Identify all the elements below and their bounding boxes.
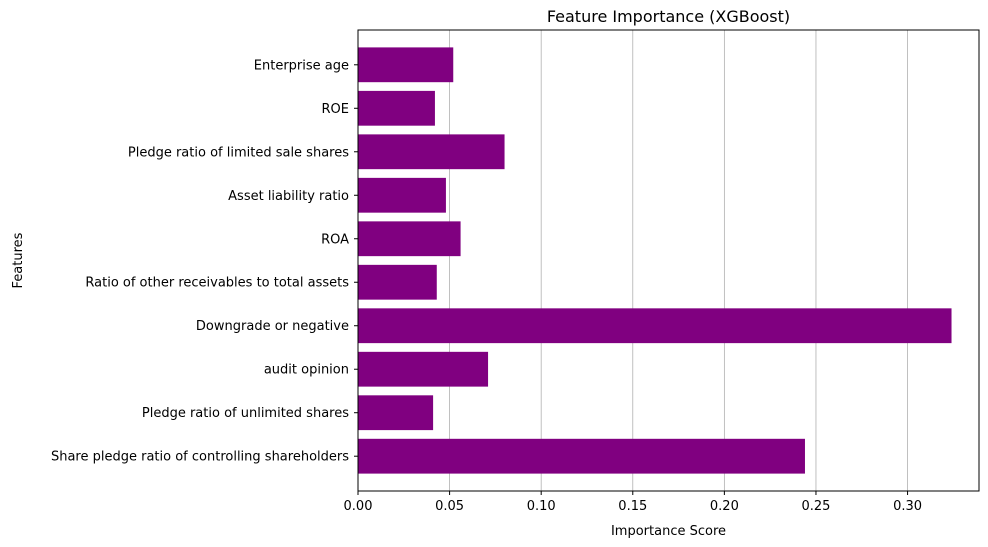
bar (358, 177, 446, 213)
y-category-label: Enterprise age (254, 58, 349, 73)
y-category-label: ROE (322, 102, 349, 117)
y-category-label: Ratio of other receivables to total asse… (85, 276, 349, 291)
x-axis-title: Importance Score (611, 524, 726, 539)
y-axis-title: Features (11, 232, 26, 288)
x-tick-label: 0.00 (344, 499, 373, 514)
y-category-label: ROA (321, 232, 349, 247)
bar (358, 90, 435, 126)
y-category-label: Pledge ratio of unlimited shares (142, 406, 349, 421)
x-tick-label: 0.20 (710, 499, 739, 514)
y-axis-ticks: Share pledge ratio of controlling shareh… (51, 58, 358, 465)
bar (358, 134, 505, 170)
y-category-label: Downgrade or negative (196, 319, 349, 334)
bar (358, 264, 437, 300)
plot-frame (357, 29, 980, 492)
y-category-label: Share pledge ratio of controlling shareh… (51, 450, 349, 465)
y-category-label: Pledge ratio of limited sale shares (128, 145, 349, 160)
x-tick-label: 0.05 (435, 499, 464, 514)
y-category-label: Asset liability ratio (228, 189, 349, 204)
x-axis-ticks: 0.00 0.05 0.10 0.15 0.20 0.25 0.30 (344, 491, 922, 514)
bar (358, 438, 805, 474)
bar (358, 47, 454, 83)
bar (358, 395, 434, 431)
x-tick-label: 0.25 (801, 499, 830, 514)
grid-lines (449, 30, 908, 491)
bar (358, 221, 461, 257)
bar (358, 308, 952, 344)
y-category-label: audit opinion (264, 363, 349, 378)
chart-title: Feature Importance (XGBoost) (547, 7, 790, 26)
bars (358, 47, 952, 474)
x-tick-label: 0.30 (893, 499, 922, 514)
x-tick-label: 0.10 (527, 499, 556, 514)
x-tick-label: 0.15 (618, 499, 647, 514)
bar (358, 351, 489, 387)
